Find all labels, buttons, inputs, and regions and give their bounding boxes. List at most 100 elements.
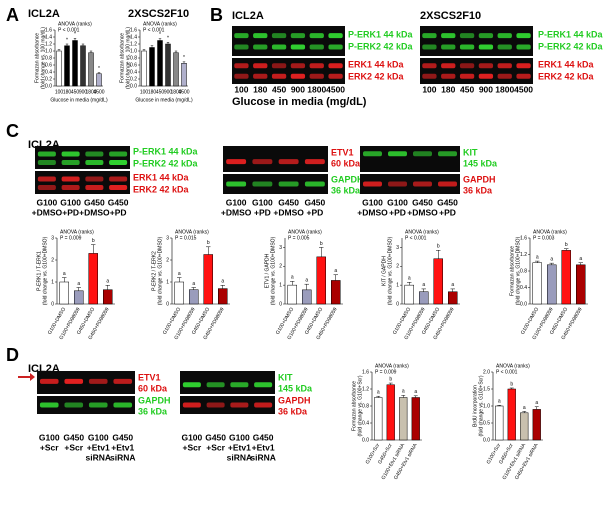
y-tick-label: 1.6 xyxy=(520,235,527,241)
y-tick-label: 2 xyxy=(279,264,282,270)
panel-letter: D xyxy=(6,345,19,365)
bar xyxy=(404,284,414,305)
blot-band xyxy=(478,73,494,79)
blot-panel xyxy=(37,396,135,414)
bar xyxy=(287,284,297,305)
blot-panel xyxy=(35,171,130,194)
chart-annotation: ANOVA (ranks) xyxy=(60,229,94,235)
blot-band xyxy=(422,63,437,69)
blot-panel xyxy=(232,58,345,84)
blot-band xyxy=(441,73,456,79)
lane-label: 100 xyxy=(234,84,248,94)
blot-band xyxy=(61,176,80,182)
lane-label: +Etv1 xyxy=(111,442,134,452)
chart-annotation: ANOVA (ranks) xyxy=(288,229,322,235)
y-tick-label: 0.6 xyxy=(130,62,137,68)
blot-label: 36 kDa xyxy=(278,406,308,416)
y-axis-title: (fold change vs. 100 mg/dL) xyxy=(40,27,46,89)
blot-band xyxy=(254,402,273,408)
significance-label: a xyxy=(192,281,195,287)
y-tick-label: 0.2 xyxy=(45,76,52,82)
blot-label: ERK2 42 kDa xyxy=(538,71,595,81)
blot-label: 60 kDa xyxy=(138,383,168,393)
blot-band xyxy=(85,151,104,157)
x-tick-label: 1800 xyxy=(170,89,181,95)
lane-label: G450 xyxy=(63,432,84,442)
blot-band xyxy=(441,63,456,69)
significance-label: a xyxy=(414,389,417,395)
blot-band xyxy=(182,382,201,388)
blot-band xyxy=(422,44,437,50)
bar xyxy=(547,264,557,305)
blot-band xyxy=(363,151,382,157)
blot-band xyxy=(253,63,268,69)
lane-label: G450 xyxy=(112,432,133,442)
y-tick-label: 1.6 xyxy=(45,27,52,33)
y-tick-label: 2 xyxy=(166,257,169,263)
blot-panel xyxy=(360,146,460,172)
bar xyxy=(495,405,504,441)
lane-label: +PD xyxy=(306,207,323,217)
bar xyxy=(64,45,70,87)
blot-panel xyxy=(223,146,328,172)
lane-label: +Etv1 xyxy=(228,442,251,452)
cell-line: 2XSCS2F10 xyxy=(128,8,189,20)
blot-band xyxy=(328,73,343,79)
blot-band xyxy=(278,181,299,187)
y-axis-title: P-ERK1 / T-ERK1 xyxy=(36,251,42,291)
blot-band xyxy=(109,160,128,166)
blot-band xyxy=(234,63,249,69)
blot-band xyxy=(37,151,56,157)
bar xyxy=(386,384,395,441)
y-tick-label: 0 xyxy=(396,301,399,307)
cell-line: ICL2A xyxy=(232,10,264,22)
blot-band xyxy=(85,185,104,191)
blot-band xyxy=(252,181,273,187)
significance-label: a xyxy=(536,254,539,260)
lane-label: 4500 xyxy=(326,84,345,94)
blot-band xyxy=(363,181,382,187)
lane-label: +PD xyxy=(110,207,127,217)
bar xyxy=(141,50,147,87)
bar xyxy=(374,397,383,441)
lane-label: G100 xyxy=(181,432,202,442)
significance-label: b xyxy=(389,376,392,382)
y-tick-label: 1 xyxy=(396,282,399,288)
blot-band xyxy=(109,151,128,157)
y-tick-label: 0.0 xyxy=(362,437,369,443)
y-tick-label: 0.4 xyxy=(520,285,527,291)
significance-label: a xyxy=(422,282,425,288)
blot-label: P-ERK1 44 kDa xyxy=(133,146,199,156)
blot-band xyxy=(113,402,133,408)
lane-label: 180 xyxy=(441,84,455,94)
y-tick-label: 0.0 xyxy=(45,83,52,89)
y-tick-label: 0.0 xyxy=(520,301,527,307)
significance-label: a xyxy=(535,400,538,406)
blot-band xyxy=(253,73,268,79)
lane-label: G100 xyxy=(229,432,250,442)
lane-label: G100 xyxy=(39,432,60,442)
blot-band xyxy=(234,33,249,39)
lane-label: G450 xyxy=(253,432,274,442)
y-tick-label: 0.8 xyxy=(520,268,527,274)
significance-label: a xyxy=(77,281,80,287)
lane-label: +Scr xyxy=(40,442,59,452)
x-tick-label: 100 xyxy=(140,89,149,95)
blot-band xyxy=(413,151,432,157)
lane-label: +DMSO xyxy=(357,207,388,217)
blot-band xyxy=(441,44,456,50)
significance-label: b xyxy=(565,242,568,248)
bar xyxy=(532,409,541,441)
significance-label: a xyxy=(523,405,526,411)
bar xyxy=(174,281,184,305)
blot-band xyxy=(328,44,343,50)
blot-band xyxy=(422,73,437,79)
blot-band xyxy=(182,402,201,408)
blot-band xyxy=(113,378,133,384)
blot-band xyxy=(309,73,324,79)
blot-band xyxy=(64,378,84,384)
bar xyxy=(149,47,155,87)
lane-label: +Scr xyxy=(64,442,83,452)
chart-annotation: P = 0.009 xyxy=(375,369,397,375)
